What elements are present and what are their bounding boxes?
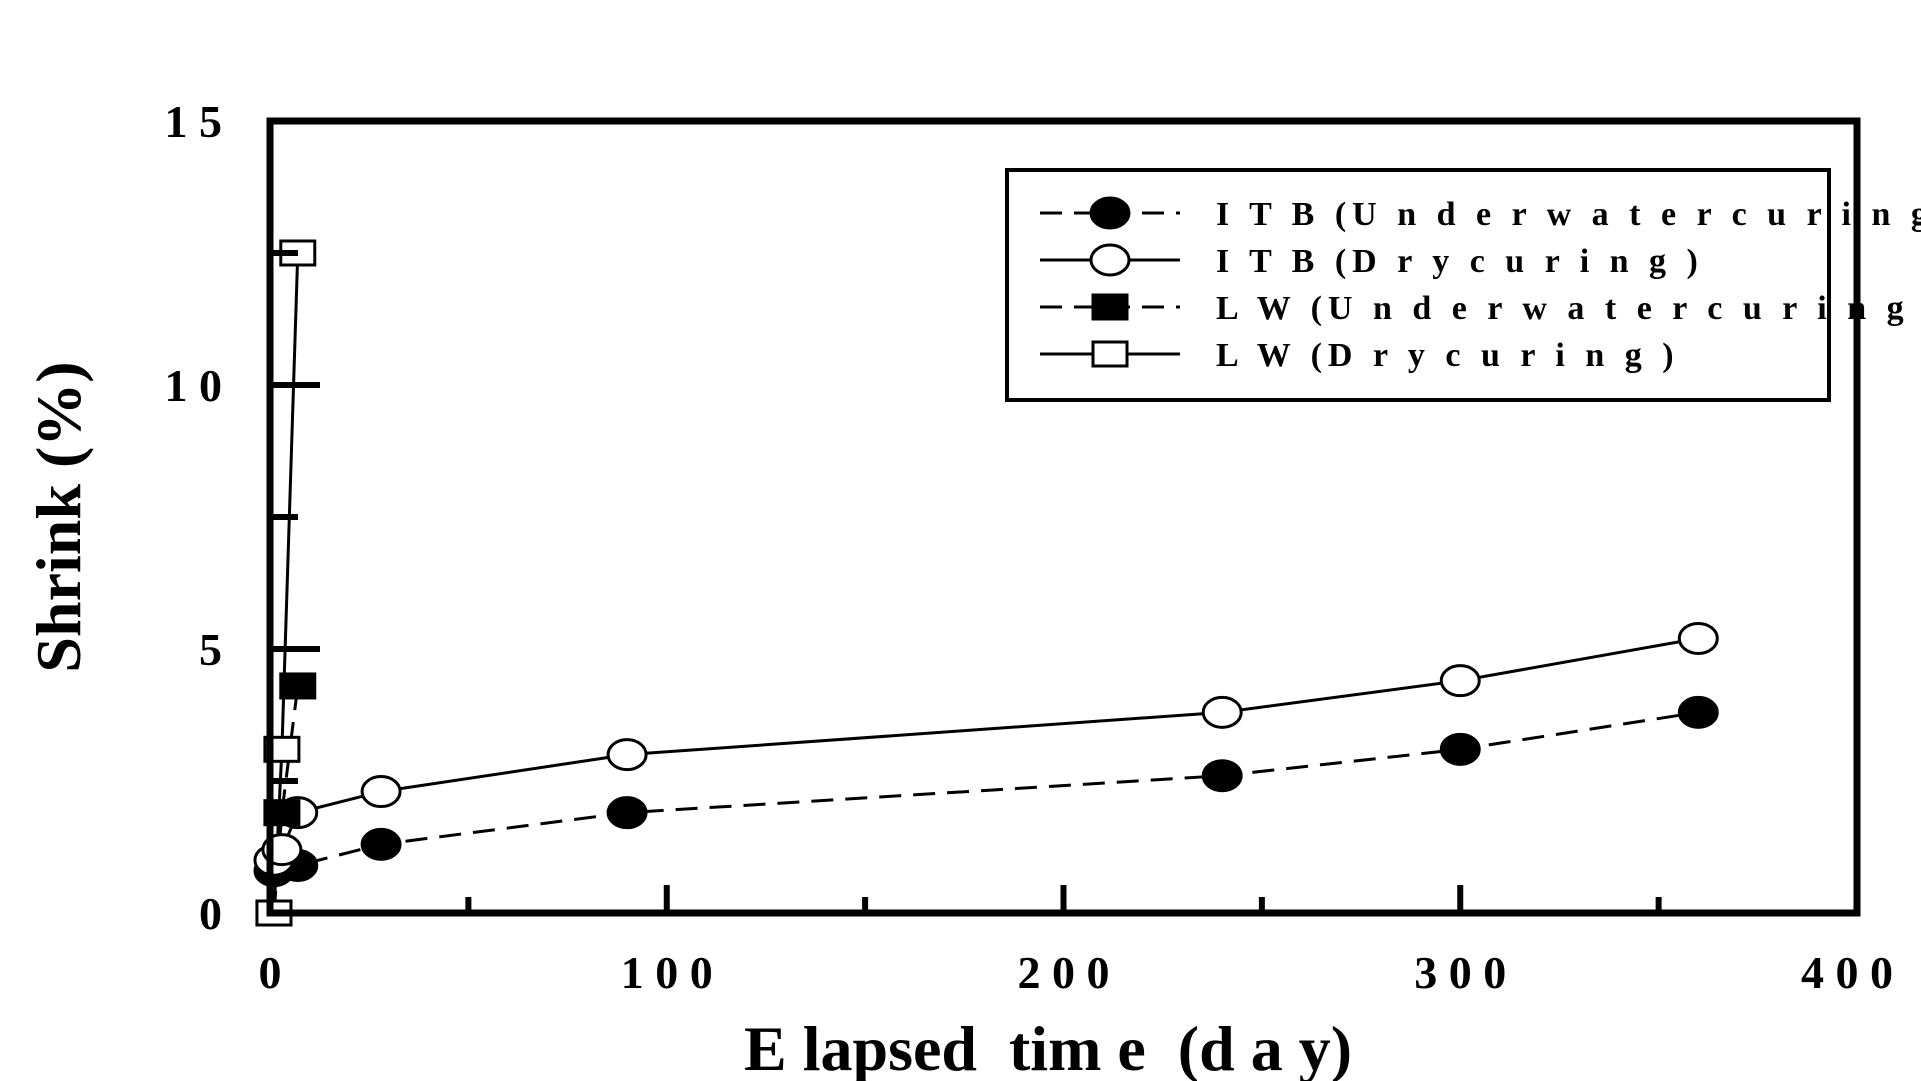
y-axis-title: Shrink (%)	[23, 361, 94, 672]
axis-ticks	[267, 250, 1662, 916]
series-markers	[253, 239, 1719, 927]
legend-label: L W (D r y c u r i n g )	[1216, 337, 1680, 374]
legend-marker	[1089, 243, 1131, 277]
axis-tick-labels: 0 1 0 0 2 0 0 3 0 0 4 0 0 0 5 1 0 1 5	[165, 96, 1894, 998]
legend-label: I T B (U n d e r w a t e r c u r i n g )	[1216, 196, 1921, 233]
data-point	[1201, 695, 1243, 729]
data-point	[1439, 664, 1481, 698]
data-point	[279, 672, 317, 700]
legend-items: I T B (U n d e r w a t e r c u r i n g )…	[1040, 196, 1921, 374]
series-line-1	[272, 636, 1699, 862]
x-tick-label: 4 0 0	[1801, 947, 1893, 998]
data-point	[1201, 759, 1243, 793]
x-axis-title: E lapsed tim e (d a y)	[744, 1013, 1352, 1081]
legend: I T B (U n d e r w a t e r c u r i n g )…	[1005, 168, 1921, 402]
y-tick-label: 0	[199, 888, 222, 939]
legend-marker	[1091, 293, 1129, 321]
legend-marker	[1091, 340, 1129, 368]
series-line-2	[272, 685, 300, 914]
data-point	[1677, 695, 1719, 729]
y-tick-label: 5	[199, 624, 222, 675]
data-point	[606, 738, 648, 772]
x-tick-label: 1 0 0	[621, 947, 713, 998]
x-tick-label: 0	[259, 947, 282, 998]
series-line-0	[273, 710, 1699, 873]
y-tick-label: 1 0	[165, 360, 223, 411]
x-tick-label: 2 0 0	[1018, 947, 1110, 998]
data-point	[606, 796, 648, 830]
legend-box	[1005, 168, 1831, 402]
data-point	[360, 827, 402, 861]
legend-marker	[1089, 196, 1131, 230]
legend-label: L W (U n d e r w a t e r c u r i n g )	[1216, 290, 1921, 327]
data-point	[1677, 621, 1719, 655]
legend-label: I T B (D r y c u r i n g )	[1216, 243, 1704, 280]
data-point	[360, 775, 402, 809]
x-tick-label: 3 0 0	[1414, 947, 1506, 998]
y-tick-label: 1 5	[165, 96, 223, 147]
data-point	[1439, 732, 1481, 766]
